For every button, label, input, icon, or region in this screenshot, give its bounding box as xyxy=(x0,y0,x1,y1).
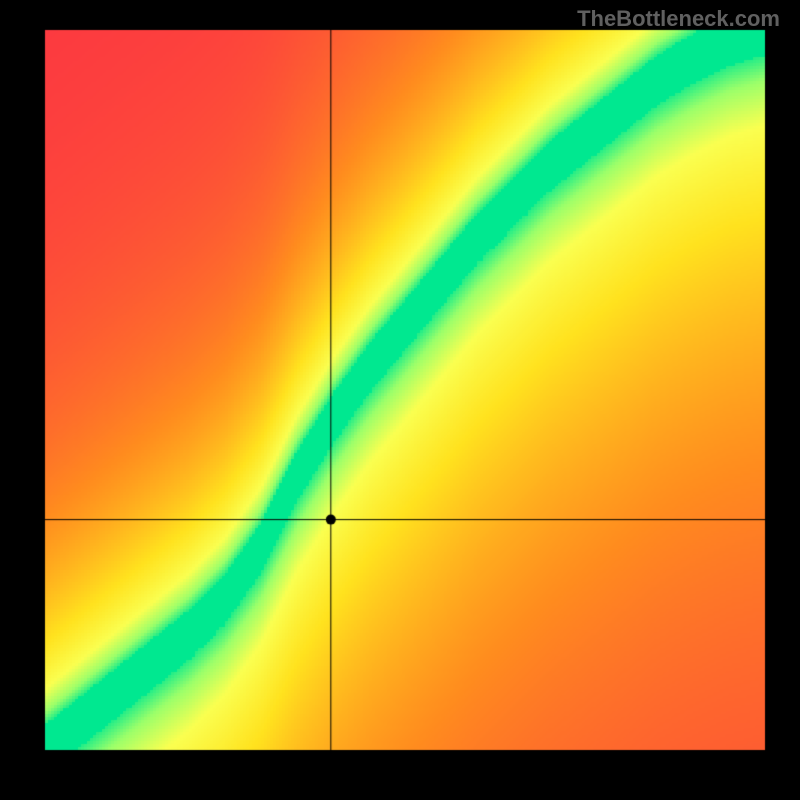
bottleneck-heatmap xyxy=(0,0,800,800)
watermark-text: TheBottleneck.com xyxy=(577,6,780,32)
chart-container: TheBottleneck.com xyxy=(0,0,800,800)
